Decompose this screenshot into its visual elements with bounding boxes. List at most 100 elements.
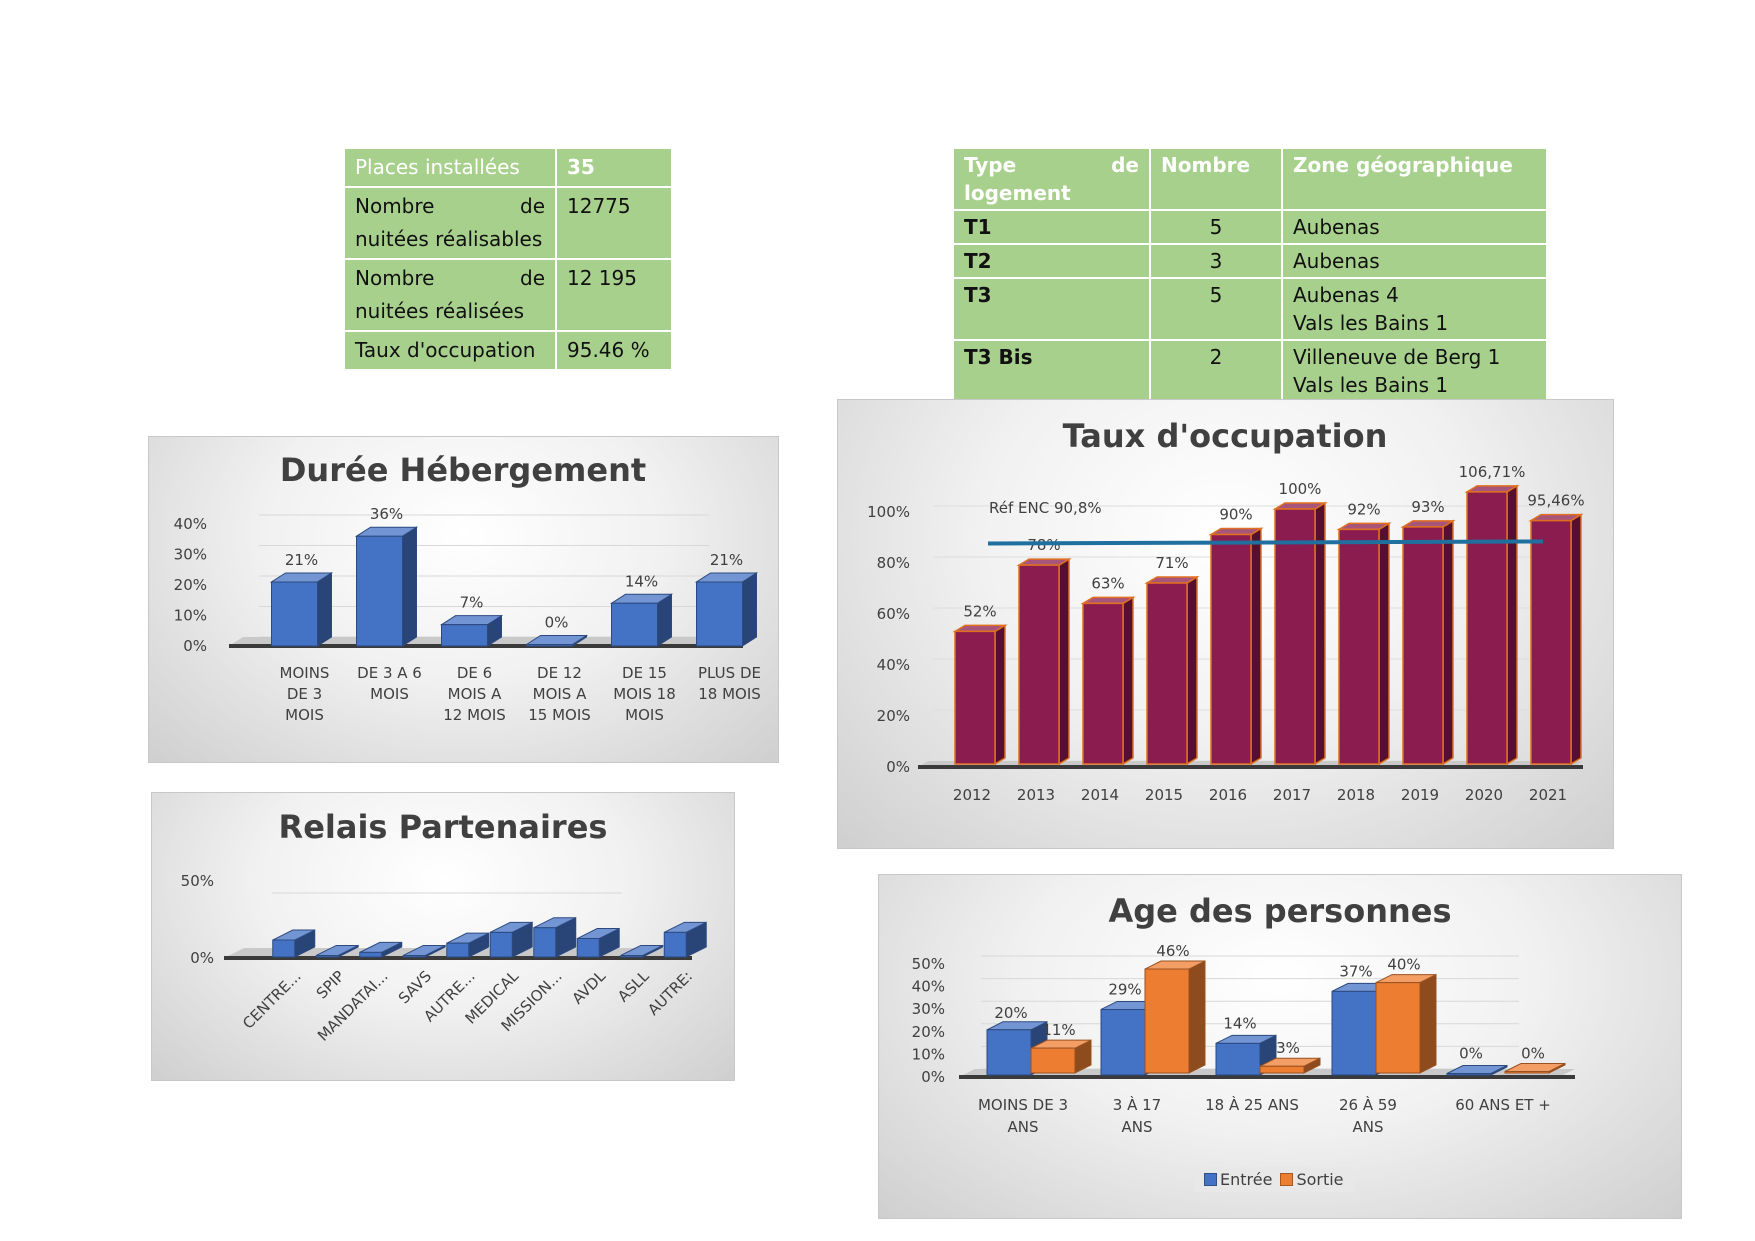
data-label: 21% (710, 551, 743, 569)
bar (609, 593, 674, 647)
x-tick-label: 18 MOIS (698, 685, 761, 703)
cell-type: T1 (952, 209, 1151, 245)
chart-duree-svg: Durée Hébergement 0% 10% 20% 30% 40% 21% MOINS D… (174, 451, 761, 724)
chart-legend: Entrée Sortie (1194, 1167, 1354, 1192)
y-tick-label: 0% (190, 949, 214, 967)
data-label: 0% (1521, 1045, 1545, 1063)
bar (315, 944, 359, 958)
x-tick-label: AUTRE: (644, 967, 696, 1019)
data-label: 11% (1042, 1021, 1075, 1039)
cell-zone: Villeneuve de Berg 1 Vals les Bains 1 (1281, 339, 1548, 403)
y-tick-label: 60% (877, 605, 910, 623)
table-row: T3 Bis 2 Villeneuve de Berg 1 Vals les Bain… (952, 339, 1548, 403)
cell-nombre: 5 (1149, 209, 1283, 245)
x-tick-label: MOIS (285, 706, 324, 724)
x-tick-label: 26 À 59 (1339, 1095, 1397, 1114)
y-tick-label: 50% (912, 955, 945, 973)
bar (1375, 973, 1437, 1074)
x-tick-label: SPIP (313, 967, 348, 1002)
cell-type: T3 (952, 277, 1151, 341)
zone-line: Aubenas (1293, 249, 1380, 273)
bar (354, 526, 419, 647)
bar (1446, 1064, 1508, 1076)
x-tick-label: MOINS (280, 664, 330, 682)
x-tick-label: MOIS (370, 685, 409, 703)
bar (272, 929, 316, 958)
y-tick-label: 10% (174, 607, 207, 625)
data-label: 100% (1279, 480, 1322, 498)
header-type: Type de logement (952, 147, 1151, 211)
chart-taux-svg: Taux d'occupation 0% 20% 40% 60% 80% 100% 52% 20… (867, 417, 1584, 804)
cell-type: T3 Bis (952, 339, 1151, 403)
row-label: Nombre de nuitées réalisées (343, 258, 557, 332)
table-row: Nombre de nuitées réalisables 12775 (343, 186, 673, 260)
data-label: 7% (460, 594, 484, 612)
data-label: 14% (1223, 1014, 1256, 1032)
bar (576, 927, 620, 958)
y-tick-label: 20% (877, 707, 910, 725)
data-label: 3% (1276, 1039, 1300, 1057)
data-label: 52% (963, 602, 996, 620)
row-label: Places installées (343, 147, 557, 188)
y-tick-label: 40% (912, 978, 945, 996)
data-label: 36% (370, 505, 403, 523)
x-tick-label: DE 3 A 6 (357, 664, 422, 682)
x-tick-label: DE 6 (457, 664, 492, 682)
bar (1144, 575, 1200, 766)
x-tick-label: 3 À 17 (1113, 1095, 1161, 1114)
bar (1272, 501, 1328, 766)
y-tick-label: 0% (886, 758, 910, 776)
zone-line: Vals les Bains 1 (1293, 373, 1449, 397)
x-tick-label: SAVS (395, 967, 435, 1007)
table-row: Places installées 35 (343, 147, 673, 188)
cell-zone: Aubenas (1281, 209, 1548, 245)
bar (1400, 519, 1456, 766)
chart-age-personnes: Age des personnes 0% 10% 20% 30% 40% 50% 20% 29%… (878, 874, 1682, 1219)
table-row: Nombre de nuitées réalisées 12 195 (343, 258, 673, 332)
y-tick-label: 100% (867, 503, 910, 521)
x-tick-label: 2013 (1017, 786, 1055, 804)
bar (489, 921, 533, 958)
x-tick-label: ASLL (614, 967, 653, 1006)
y-tick-label: 80% (877, 554, 910, 572)
data-label: 90% (1219, 506, 1252, 524)
data-label: 63% (1091, 574, 1124, 592)
chart-title: Relais Partenaires (279, 808, 608, 846)
x-tick-label: 18 À 25 ANS (1205, 1095, 1299, 1114)
legend-item: Sortie (1280, 1170, 1344, 1189)
row-value: 12 195 (555, 258, 673, 332)
bar (1016, 557, 1072, 766)
x-tick-label: MOIS A (533, 685, 587, 703)
row-label: Nombre de nuitées réalisables (343, 186, 557, 260)
y-tick-label: 40% (877, 656, 910, 674)
bar (402, 944, 446, 958)
x-tick-label: DE 12 (537, 664, 582, 682)
data-label: 106,71% (1459, 463, 1526, 481)
zone-line: Aubenas 4 (1293, 283, 1399, 307)
row-value: 12775 (555, 186, 673, 260)
header-nombre: Nombre (1149, 147, 1283, 211)
data-label: 29% (1108, 980, 1141, 998)
bar (694, 572, 759, 647)
data-label: 93% (1411, 498, 1444, 516)
data-label: 0% (545, 614, 569, 632)
y-tick-label: 0% (183, 637, 207, 655)
bar (1528, 513, 1584, 766)
x-tick-label: AVDL (568, 967, 609, 1008)
x-tick-label: 2018 (1337, 786, 1375, 804)
x-tick-label: PLUS DE (698, 664, 761, 682)
cell-zone: Aubenas (1281, 243, 1548, 279)
data-label: 92% (1347, 500, 1380, 518)
bar (1144, 960, 1206, 1074)
bar (359, 941, 403, 958)
x-tick-label: ANS (1352, 1118, 1383, 1136)
zone-line: Aubenas (1293, 215, 1380, 239)
bar (446, 932, 490, 958)
cell-type: T2 (952, 243, 1151, 279)
chart-age-svg: Age des personnes 0% 10% 20% 30% 40% 50% 20% 29%… (912, 892, 1575, 1136)
bar (1504, 1062, 1566, 1074)
data-label: 71% (1155, 554, 1188, 572)
cell-zone: Aubenas 4 Vals les Bains 1 (1281, 277, 1548, 341)
x-tick-label: ANS (1121, 1118, 1152, 1136)
